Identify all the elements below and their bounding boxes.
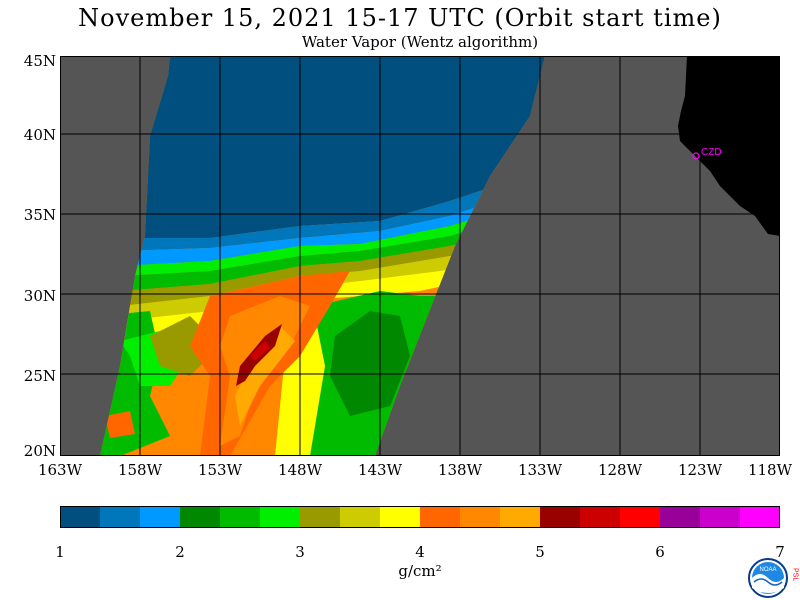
colorbar-swatch bbox=[100, 506, 141, 528]
lon-label-123w: 123W bbox=[677, 461, 723, 479]
colorbar-swatch bbox=[500, 506, 541, 528]
colorbar-swatch bbox=[140, 506, 181, 528]
colorbar-swatch bbox=[340, 506, 381, 528]
lat-label-40n: 40N bbox=[23, 126, 56, 144]
lon-label-163w: 163W bbox=[37, 461, 83, 479]
colorbar-tick-7: 7 bbox=[775, 543, 785, 561]
lon-label-138w: 138W bbox=[437, 461, 483, 479]
colorbar-swatch bbox=[580, 506, 621, 528]
colorbar-tick-4: 4 bbox=[415, 543, 425, 561]
colorbar-swatch bbox=[620, 506, 661, 528]
colorbar-swatch bbox=[380, 506, 421, 528]
map-frame bbox=[60, 56, 780, 456]
colorbar-swatch bbox=[420, 506, 461, 528]
lon-label-148w: 148W bbox=[277, 461, 323, 479]
colorbar-swatch bbox=[60, 506, 101, 528]
czd-station-label: CZD bbox=[701, 147, 722, 158]
colorbar bbox=[60, 506, 780, 528]
lat-label-20n: 20N bbox=[23, 442, 56, 460]
lon-label-128w: 128W bbox=[597, 461, 643, 479]
colorbar-tick-1: 1 bbox=[55, 543, 65, 561]
colorbar-unit-label: g/cm² bbox=[398, 562, 442, 580]
water-vapor-map: CZD bbox=[60, 56, 780, 456]
colorbar-tick-5: 5 bbox=[535, 543, 545, 561]
colorbar-swatch bbox=[540, 506, 581, 528]
lon-label-158w: 158W bbox=[117, 461, 163, 479]
colorbar-swatch bbox=[700, 506, 741, 528]
colorbar-swatch bbox=[740, 506, 780, 528]
map-title: November 15, 2021 15-17 UTC (Orbit start… bbox=[78, 4, 722, 32]
california-coast-land bbox=[678, 56, 780, 236]
map-subtitle: Water Vapor (Wentz algorithm) bbox=[301, 33, 539, 51]
colorbar-swatch bbox=[460, 506, 501, 528]
lat-label-45n: 45N bbox=[23, 52, 56, 70]
psl-logo-text: PSL bbox=[792, 568, 799, 581]
lon-label-153w: 153W bbox=[197, 461, 243, 479]
colorbar-tick-6: 6 bbox=[655, 543, 665, 561]
colorbar-tick-2: 2 bbox=[175, 543, 185, 561]
lon-label-143w: 143W bbox=[357, 461, 403, 479]
noaa-logo-text: NOAA bbox=[759, 567, 776, 573]
colorbar-swatch bbox=[300, 506, 341, 528]
lat-label-35n: 35N bbox=[23, 206, 56, 224]
map-grid bbox=[60, 56, 780, 456]
noaa-logo: NOAA PSL bbox=[748, 558, 799, 598]
colorbar-swatch bbox=[180, 506, 221, 528]
colorbar-tick-3: 3 bbox=[295, 543, 305, 561]
lat-label-30n: 30N bbox=[23, 287, 56, 305]
lon-label-133w: 133W bbox=[517, 461, 563, 479]
lat-label-25n: 25N bbox=[23, 367, 56, 385]
lon-label-118w: 118W bbox=[747, 461, 793, 479]
colorbar-swatch bbox=[220, 506, 261, 528]
czd-station-marker bbox=[692, 152, 700, 160]
colorbar-swatch bbox=[260, 506, 301, 528]
colorbar-swatch bbox=[660, 506, 701, 528]
